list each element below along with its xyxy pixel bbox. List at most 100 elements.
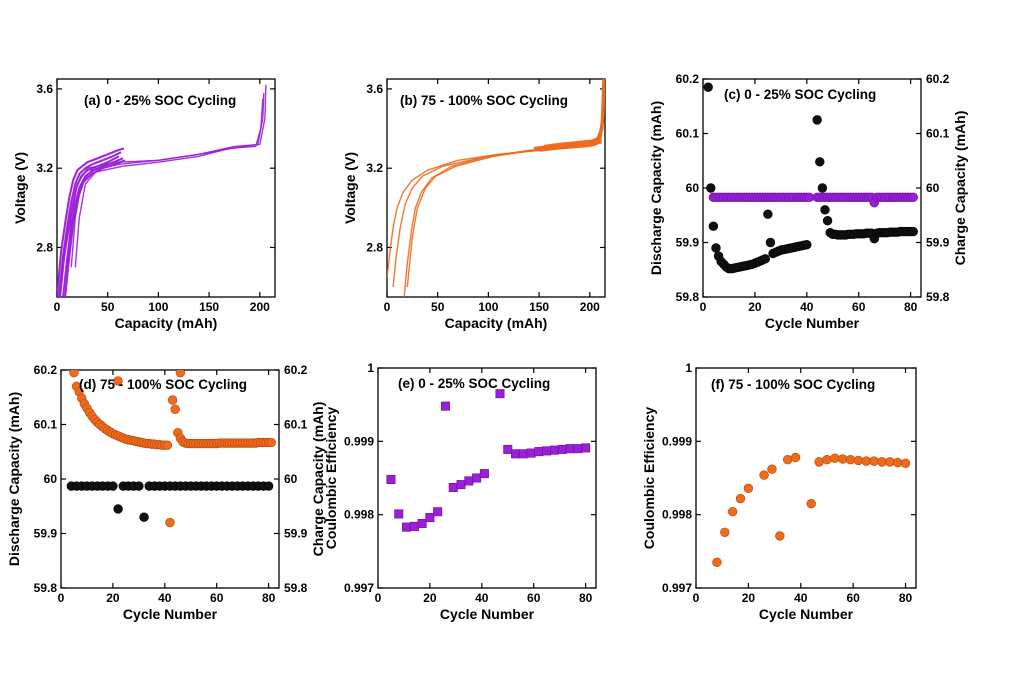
- y-tick-label: 0.998: [662, 508, 692, 522]
- data-point: [464, 476, 474, 486]
- data-point: [765, 237, 776, 248]
- x-tick-label: 40: [800, 300, 814, 314]
- y-tick-label: 3.2: [36, 161, 53, 175]
- y-tick-label: 0.999: [344, 434, 374, 448]
- x-axis-label: Cycle Number: [759, 606, 854, 622]
- x-tick-label: 20: [742, 591, 756, 605]
- y-tick-label: 0.997: [662, 581, 692, 595]
- data-point: [837, 454, 848, 464]
- data-point: [573, 444, 583, 454]
- data-point: [495, 389, 505, 399]
- data-point: [409, 521, 419, 531]
- x-tick-label: 50: [431, 300, 445, 314]
- series-line: [66, 84, 267, 268]
- data-point: [263, 481, 274, 491]
- data-point: [479, 469, 489, 479]
- y2-tick-label: 60: [926, 181, 940, 195]
- data-point: [743, 483, 754, 493]
- y-tick-label: 3.2: [366, 161, 383, 175]
- data-point: [386, 474, 396, 484]
- data-point: [869, 456, 879, 466]
- data-point: [708, 221, 719, 231]
- x-tick-label: 60: [527, 591, 541, 605]
- series-line: [392, 141, 603, 288]
- panel-title: (f) 75 - 100% SOC Cycling: [711, 377, 875, 392]
- panel-e-efficiency-0-25-soc: 0 20 40 60 80 0.997 0.998 0.999 1 Cycle Number Cou…: [323, 361, 597, 622]
- y-tick-label: 59.9: [34, 527, 58, 541]
- series-line: [74, 98, 264, 268]
- data-layer: [387, 79, 605, 297]
- y-tick-label: 1: [685, 361, 692, 375]
- plot-frame: [56, 78, 276, 298]
- y-tick-label: 0.998: [344, 508, 374, 522]
- x-tick-label: 60: [852, 300, 866, 314]
- data-point: [113, 504, 123, 514]
- x-tick-label: 100: [148, 300, 168, 314]
- data-point: [162, 440, 173, 450]
- data-point: [815, 157, 825, 167]
- x-tick-label: 20: [748, 300, 762, 314]
- y-tick-label: 60.1: [676, 127, 700, 141]
- x-tick-label: 20: [423, 591, 437, 605]
- x-tick-label: 60: [846, 591, 860, 605]
- data-point: [113, 376, 123, 386]
- data-point: [817, 183, 828, 193]
- panel-title: (c) 0 - 25% SOC Cycling: [724, 87, 876, 102]
- panel-title: (a) 0 - 25% SOC Cycling: [84, 93, 236, 108]
- series-line: [70, 92, 265, 268]
- data-point: [775, 531, 785, 541]
- y2-tick-label: 60.2: [284, 363, 308, 377]
- data-point: [518, 449, 528, 459]
- series-line-bold: [58, 155, 120, 297]
- x-tick-label: 80: [262, 591, 276, 605]
- x-tick-label: 150: [529, 300, 549, 314]
- y-tick-label: 0.999: [662, 434, 692, 448]
- data-point: [830, 453, 840, 463]
- x-tick-label: 0: [375, 591, 382, 605]
- y2-axis-label: Charge Capacity (mAh): [310, 402, 326, 557]
- data-point: [557, 444, 567, 454]
- x-axis-label: Capacity (mAh): [115, 315, 218, 331]
- data-point: [417, 518, 427, 528]
- data-point: [892, 457, 903, 468]
- data-point: [814, 457, 824, 467]
- data-point: [802, 239, 812, 250]
- data-point: [456, 480, 466, 490]
- data-point: [861, 456, 871, 466]
- data-point: [900, 458, 911, 469]
- data-point: [581, 443, 591, 453]
- data-point: [908, 192, 918, 202]
- data-point: [763, 209, 773, 219]
- series-line-bold: [57, 151, 122, 297]
- data-point: [134, 481, 144, 491]
- data-point: [822, 454, 832, 465]
- data-point: [782, 454, 793, 465]
- x-tick-label: 20: [106, 591, 120, 605]
- panel-title: (b) 75 - 100% SOC Cycling: [400, 93, 568, 108]
- series-line: [387, 141, 603, 278]
- y2-tick-label: 60.1: [284, 418, 308, 432]
- plot-frame: [695, 367, 917, 589]
- y-tick-label: 3.6: [366, 82, 383, 96]
- x-axis-label: Capacity (mAh): [445, 315, 548, 331]
- data-layer: [66, 370, 276, 528]
- y-tick-label: 59.8: [676, 290, 700, 304]
- data-point: [402, 522, 412, 532]
- x-tick-label: 0: [693, 591, 700, 605]
- data-point: [712, 557, 722, 568]
- data-point: [433, 507, 443, 517]
- data-point: [440, 401, 450, 411]
- x-tick-label: 0: [700, 300, 707, 314]
- x-tick-label: 80: [579, 591, 593, 605]
- y-axis-label: Coulombic Efficiency: [641, 407, 657, 550]
- y-tick-label: 0.997: [344, 581, 374, 595]
- data-point: [727, 507, 738, 517]
- data-point: [472, 473, 482, 483]
- data-point: [503, 444, 513, 454]
- x-tick-label: 0: [58, 591, 65, 605]
- y-tick-label: 59.8: [34, 581, 58, 595]
- data-point: [526, 448, 536, 458]
- series-line-bold: [57, 147, 125, 297]
- data-point: [735, 493, 746, 504]
